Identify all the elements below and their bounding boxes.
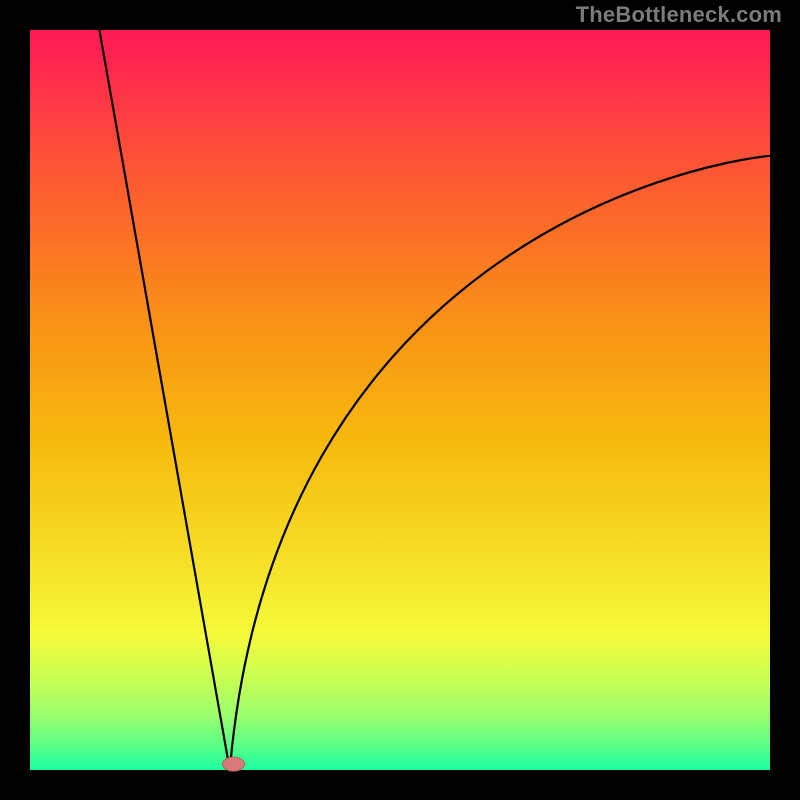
watermark-text: TheBottleneck.com	[576, 2, 782, 28]
minimum-marker	[223, 757, 245, 771]
chart-svg	[0, 0, 800, 800]
chart-stage: TheBottleneck.com	[0, 0, 800, 800]
plot-background	[30, 30, 770, 770]
